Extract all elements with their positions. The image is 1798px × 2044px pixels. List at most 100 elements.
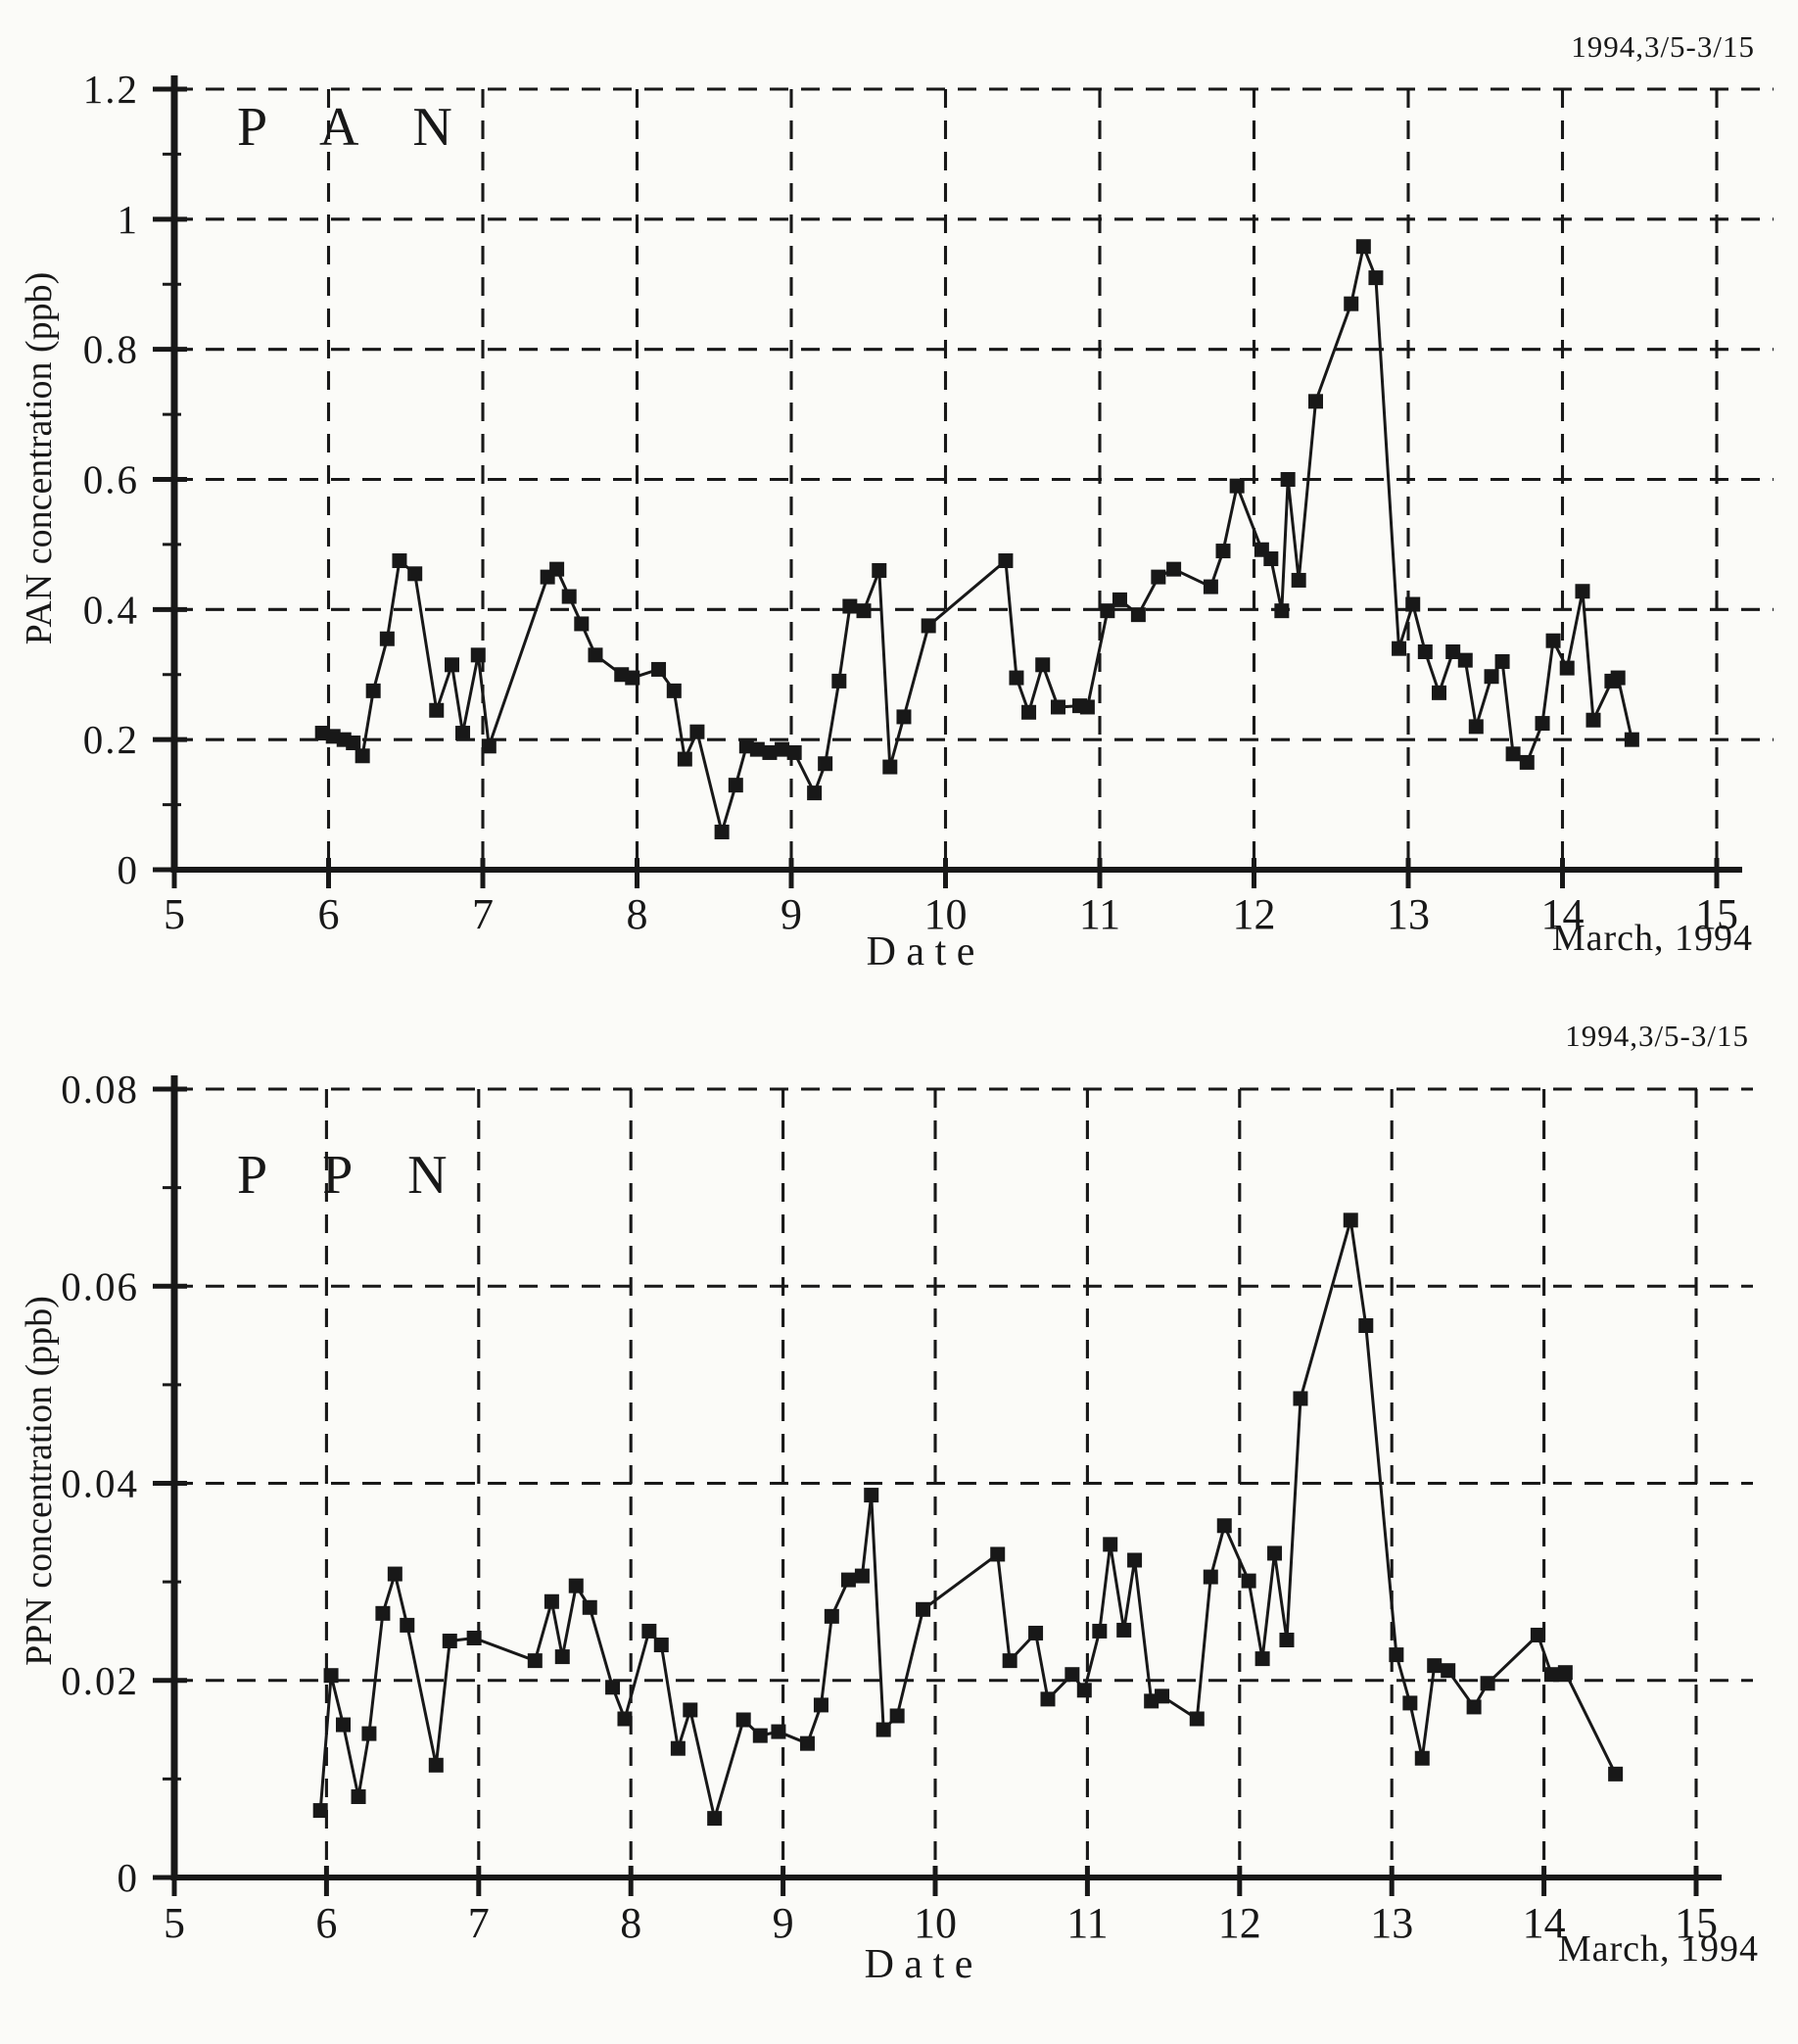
- data-point: [641, 1623, 657, 1639]
- x-tick-label: 10: [924, 890, 968, 938]
- data-point: [481, 738, 497, 754]
- data-point: [1402, 1695, 1418, 1711]
- data-point: [466, 1630, 482, 1645]
- data-point: [1203, 1569, 1218, 1585]
- data-point: [1557, 1665, 1573, 1681]
- data-point: [735, 1712, 751, 1728]
- gridlines: [174, 1087, 1753, 1878]
- data-point: [605, 1680, 621, 1695]
- y-tick-label: 0.04: [61, 1461, 139, 1506]
- data-point: [445, 657, 459, 673]
- y-tick-label: 1: [118, 197, 140, 242]
- pan-series: [314, 239, 1639, 839]
- data-point: [666, 683, 682, 698]
- data-point: [775, 741, 790, 757]
- data-point: [1002, 1653, 1017, 1669]
- data-point: [1203, 579, 1218, 594]
- data-point: [1112, 592, 1127, 607]
- x-tick-label: 8: [620, 1899, 641, 1947]
- y-tick-label: 0.8: [83, 327, 139, 372]
- data-point: [1065, 1667, 1080, 1683]
- data-point: [1279, 1632, 1295, 1647]
- data-point: [1468, 719, 1484, 735]
- data-point: [1358, 1318, 1374, 1333]
- data-point: [990, 1546, 1006, 1562]
- x-tick-labels: 5 6 7 8 9 10 11 12 13 14 15: [164, 890, 1738, 938]
- x-tick-label: 14: [1523, 1899, 1566, 1947]
- data-point: [707, 1811, 723, 1827]
- tick-marks: [153, 86, 1720, 888]
- ppn-month-year-label: March, 1994: [1557, 1928, 1759, 1970]
- data-point: [1215, 544, 1231, 559]
- data-point: [875, 1722, 891, 1737]
- x-tick-label: 6: [315, 1899, 337, 1947]
- x-tick-label: 5: [164, 890, 185, 938]
- data-point: [786, 744, 802, 760]
- y-tick-label: 0: [118, 1855, 140, 1900]
- y-tick-label: 1.2: [83, 67, 139, 112]
- data-point: [379, 631, 395, 646]
- data-point: [544, 1593, 559, 1609]
- pan-date-range-annotation: 1994,3/5-3/15: [1571, 29, 1755, 64]
- x-tick-label: 8: [627, 890, 648, 938]
- axes: [170, 1075, 1722, 1880]
- x-tick-label: 6: [318, 890, 340, 938]
- data-point: [824, 1608, 839, 1624]
- data-point: [1392, 641, 1407, 656]
- data-point: [455, 726, 471, 741]
- data-point: [568, 1578, 584, 1593]
- data-point: [1344, 296, 1359, 311]
- data-point: [854, 1568, 870, 1584]
- x-tick-label: 7: [468, 1899, 490, 1947]
- data-point: [429, 702, 445, 718]
- pan-x-axis-label: D a t e: [866, 929, 975, 974]
- minor-tick-marks: [163, 1186, 181, 1781]
- x-tick-label: 10: [914, 1899, 957, 1947]
- x-tick-label: 9: [773, 1899, 794, 1947]
- data-point: [442, 1634, 457, 1648]
- data-point: [840, 1572, 856, 1588]
- data-point: [1543, 1667, 1559, 1683]
- data-point: [1116, 1622, 1132, 1638]
- data-point: [312, 1803, 328, 1819]
- data-point: [1254, 1651, 1270, 1667]
- tick-marks: [153, 1086, 1699, 1896]
- y-tick-label: 0: [118, 847, 140, 892]
- pan-data-points: [314, 239, 1639, 839]
- data-point: [1343, 1212, 1358, 1228]
- y-tick-label: 0.08: [61, 1067, 139, 1112]
- data-point: [1441, 1663, 1456, 1679]
- x-tick-label: 12: [1218, 1899, 1261, 1947]
- x-tick-labels: 5 6 7 8 9 10 11 12 13 14 15: [164, 1899, 1718, 1947]
- data-point: [1417, 644, 1433, 660]
- data-point: [1130, 607, 1146, 623]
- data-point: [1241, 1573, 1256, 1589]
- data-point: [677, 751, 692, 767]
- data-point: [1009, 670, 1024, 686]
- data-point: [1189, 1711, 1205, 1727]
- data-point: [1530, 1627, 1545, 1642]
- y-tick-label: 0.4: [83, 587, 139, 632]
- data-point: [1021, 704, 1037, 720]
- data-point: [1267, 1545, 1283, 1561]
- data-point: [365, 683, 381, 698]
- data-point: [1535, 716, 1550, 732]
- ppn-date-range-annotation: 1994,3/5-3/15: [1565, 1019, 1749, 1053]
- ppn-line: [318, 1219, 1617, 1825]
- data-point: [351, 1788, 366, 1804]
- data-point: [771, 1724, 786, 1739]
- data-point: [1427, 1658, 1443, 1674]
- data-point: [1585, 712, 1601, 728]
- data-point: [1092, 1623, 1108, 1639]
- ppn-chart-title: P P N: [237, 1145, 469, 1206]
- data-point: [387, 1566, 402, 1582]
- data-point: [1040, 1691, 1056, 1707]
- data-point: [916, 1601, 931, 1617]
- data-point: [617, 1711, 633, 1727]
- data-point: [653, 1638, 669, 1653]
- data-point: [856, 603, 872, 619]
- x-tick-label: 7: [472, 890, 494, 938]
- data-point: [346, 735, 361, 750]
